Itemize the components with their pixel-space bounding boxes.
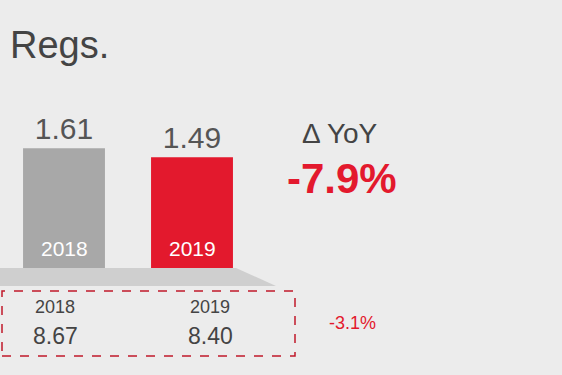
svg-text:2019: 2019 (190, 297, 230, 317)
svg-text:2018: 2018 (41, 237, 88, 260)
svg-text:2019: 2019 (169, 237, 216, 260)
svg-text:1.49: 1.49 (163, 121, 221, 154)
svg-text:-3.1%: -3.1% (329, 313, 376, 333)
svg-text:8.67: 8.67 (33, 323, 78, 349)
svg-text:Regs.: Regs. (10, 24, 109, 66)
svg-text:8.40: 8.40 (188, 323, 233, 349)
svg-text:1.61: 1.61 (35, 112, 93, 145)
svg-text:2018: 2018 (35, 297, 75, 317)
svg-text:Δ YoY: Δ YoY (302, 118, 378, 149)
svg-text:-7.9%: -7.9% (287, 155, 397, 202)
